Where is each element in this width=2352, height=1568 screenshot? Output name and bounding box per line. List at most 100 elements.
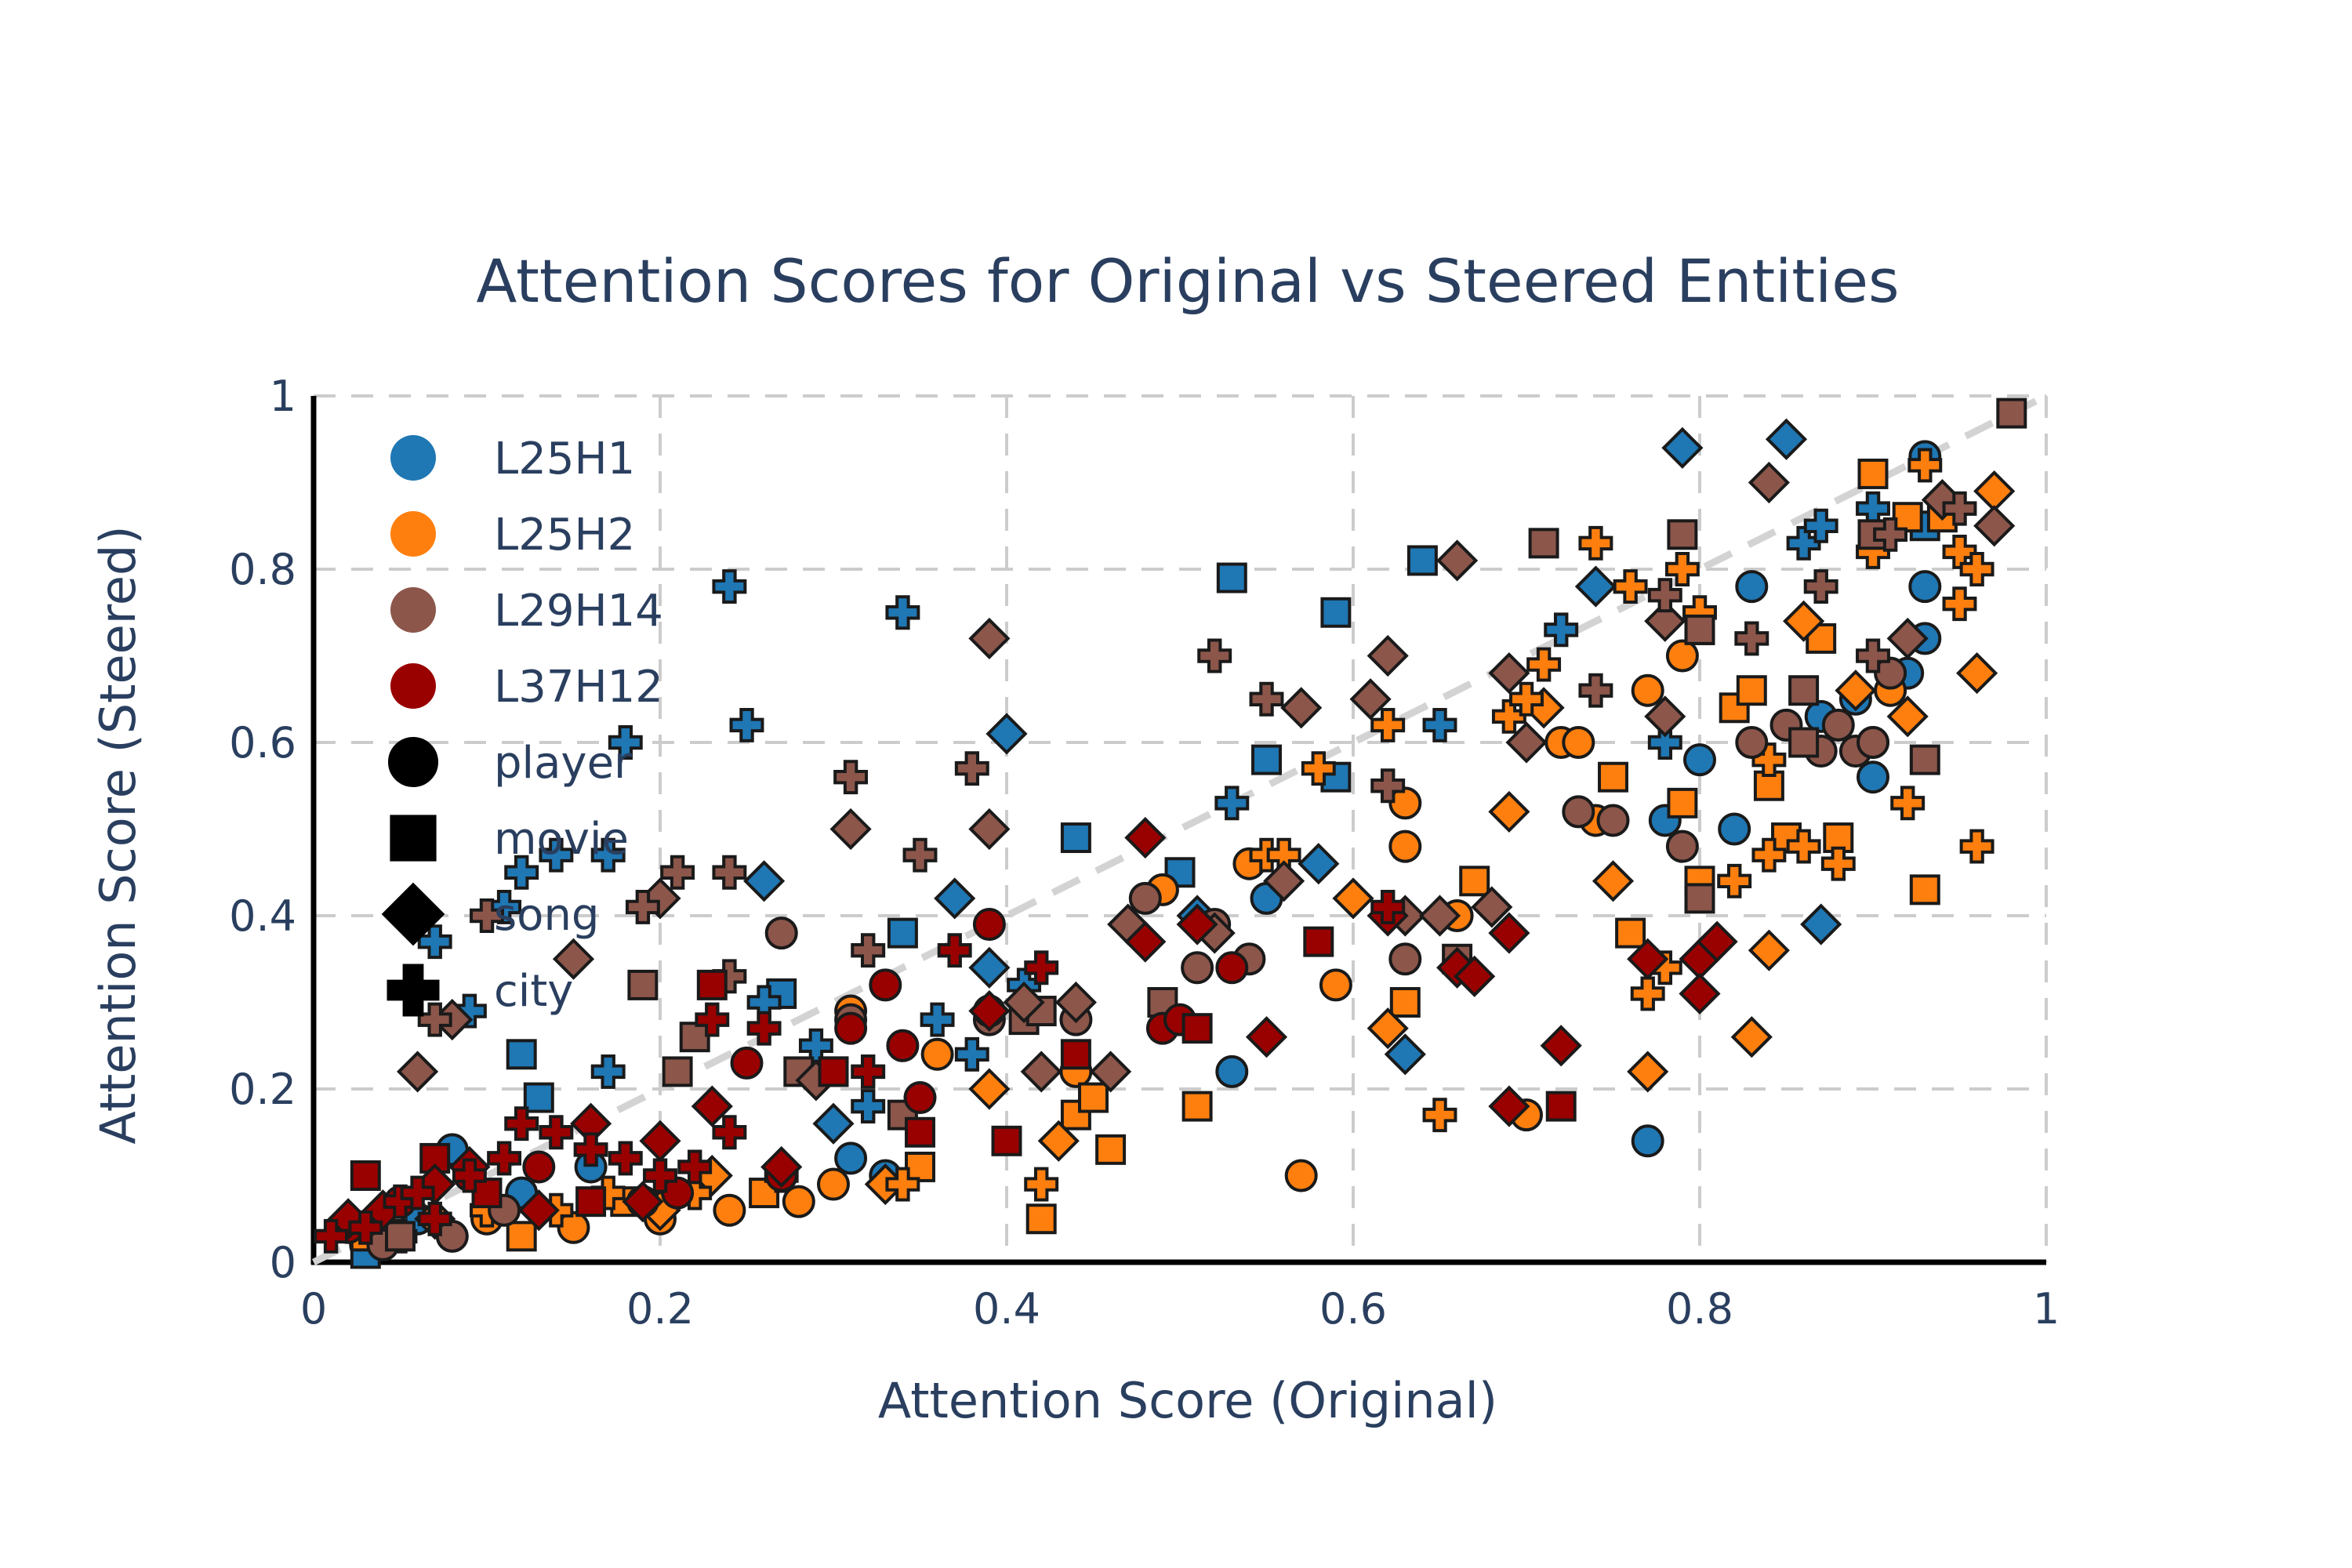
data-point-l37h12-movie <box>575 1186 607 1218</box>
data-point-l25h2-movie <box>506 1221 537 1252</box>
data-point-l25h2-city <box>1786 829 1821 864</box>
data-point-l25h1-city <box>851 1089 886 1124</box>
data-point-l25h1-city <box>1422 707 1457 742</box>
reference-diagonal-line <box>311 392 2049 1266</box>
data-point-l25h2-movie <box>1459 866 1490 897</box>
data-point-l29h14-movie <box>1528 528 1559 559</box>
data-point-l37h12-song <box>1679 972 1721 1015</box>
legend-item-city[interactable]: city <box>387 964 574 1018</box>
data-point-l29h14-song <box>1020 1051 1062 1093</box>
data-point-l37h12-song <box>1488 912 1530 954</box>
data-point-l29h14-city <box>1734 621 1769 656</box>
data-point-l29h14-movie <box>679 1022 710 1053</box>
data-point-l37h12-song <box>1245 1016 1288 1058</box>
chart-title: Attention Scores for Original vs Steered… <box>476 246 1899 316</box>
legend-item-l37h12[interactable]: L37H12 <box>390 662 663 713</box>
data-point-l29h14-movie <box>662 1056 693 1087</box>
data-point-l25h2-movie <box>1909 874 1940 906</box>
data-point-l25h2-player <box>1319 968 1352 1002</box>
data-point-l25h2-player <box>817 1167 850 1201</box>
x-tick-label: 0.8 <box>1666 1284 1733 1334</box>
data-point-l25h2-song <box>1835 670 1877 712</box>
axes <box>310 396 2046 1265</box>
data-point-l25h2-city <box>1422 1098 1457 1133</box>
data-point-l25h2-movie <box>1181 1091 1213 1122</box>
x-axis-title: Attention Score (Original) <box>878 1372 1497 1429</box>
data-point-l29h14-player <box>1665 829 1699 863</box>
data-point-l25h2-player <box>1562 726 1595 759</box>
data-point-l25h1-movie <box>1406 545 1438 576</box>
data-point-l25h2-city <box>1942 586 1977 622</box>
data-point-l25h2-song <box>1367 1007 1409 1050</box>
data-point-l25h2-song <box>1886 695 1929 738</box>
data-point-l29h14-city <box>851 933 886 968</box>
data-point-l25h1-city <box>954 1036 989 1072</box>
legend-label: movie <box>494 814 629 865</box>
data-point-l25h2-city <box>1509 681 1544 717</box>
data-point-l37h12-city <box>643 1158 677 1193</box>
data-point-l25h1-song <box>1800 903 1842 946</box>
data-point-l37h12-movie <box>1545 1091 1577 1122</box>
data-point-l29h14-player <box>435 1219 469 1253</box>
tick-labels: 0 0.2 0.4 0.6 0.8 1 0 0.2 0.4 0.6 0.8 1 <box>229 372 2060 1334</box>
data-point-l25h1-city <box>590 1054 626 1089</box>
data-point-l25h2-song <box>1730 1016 1773 1058</box>
data-point-l37h12-player <box>869 968 902 1002</box>
data-point-l29h14-movie <box>1788 727 1820 758</box>
data-point-l25h2-city <box>1820 846 1856 881</box>
data-point-l37h12-song <box>760 1145 803 1189</box>
data-point-l25h2-player <box>557 1210 590 1244</box>
legend-label: L25H1 <box>494 434 635 485</box>
data-point-l29h14-city <box>1856 638 1890 673</box>
x-tick-label: 0 <box>300 1284 327 1334</box>
data-point-l25h2-movie <box>905 1151 935 1182</box>
legend-item-l25h2[interactable]: L25H2 <box>390 510 635 561</box>
legend-item-player[interactable]: player <box>388 737 633 789</box>
data-point-l25h2-song <box>1748 929 1790 971</box>
data-point-l25h2-song <box>1973 470 2016 513</box>
legend-item-l29h14[interactable]: L29H14 <box>390 586 663 637</box>
data-point-l25h1-song <box>1384 1033 1426 1076</box>
data-point-l25h1-player <box>1215 1054 1249 1088</box>
legend-item-movie[interactable]: movie <box>390 814 629 865</box>
data-point-l29h14-city <box>954 751 989 786</box>
data-point-l25h1-city <box>729 707 764 742</box>
data-point-l37h12-song <box>1627 938 1669 980</box>
data-point-l29h14-city <box>470 898 504 933</box>
data-point-l37h12-song <box>517 1189 560 1232</box>
data-point-l37h12-song <box>1176 903 1218 946</box>
legend-marker-cross <box>387 964 440 1017</box>
data-point-l29h14-player <box>1596 804 1630 837</box>
data-point-l37h12-movie <box>471 1178 503 1209</box>
data-point-l25h1-song <box>1298 843 1340 885</box>
data-point-l29h14-song <box>1349 678 1392 720</box>
legend-label: song <box>494 890 599 941</box>
data-point-l37h12-player <box>903 1081 937 1115</box>
data-point-l37h12-city <box>1370 890 1406 924</box>
legend-label: player <box>494 738 633 789</box>
legend-item-l25h1[interactable]: L25H1 <box>390 434 635 485</box>
data-point-l29h14-city <box>902 837 938 873</box>
data-points <box>314 397 2027 1269</box>
data-point-l25h2-movie <box>1736 675 1767 706</box>
data-point-l25h2-city <box>1526 647 1562 682</box>
legend-item-song[interactable]: song <box>381 882 600 946</box>
y-tick-label: 0.8 <box>229 545 296 594</box>
data-point-l37h12-city <box>712 1115 747 1150</box>
data-point-l25h1-movie <box>523 1082 554 1113</box>
data-point-l25h2-song <box>1956 652 1998 695</box>
data-point-l37h12-player <box>730 1046 764 1080</box>
data-point-l29h14-song <box>1054 981 1097 1024</box>
data-point-l25h2-song <box>1332 877 1374 920</box>
data-point-l37h12-player <box>661 1176 695 1210</box>
data-point-l25h1-movie <box>1251 744 1282 775</box>
data-point-l29h14-city <box>1197 638 1232 673</box>
data-point-l25h2-city <box>1959 552 1994 586</box>
data-point-l29h14-movie <box>1996 397 2027 429</box>
data-point-l25h2-movie <box>1615 917 1646 949</box>
data-point-l29h14-song <box>1886 617 1929 659</box>
data-point-l37h12-city <box>695 1002 730 1037</box>
legend[interactable]: L25H1 L25H2 L29H14 L37H12 player movie song cit… <box>381 434 663 1018</box>
data-point-l25h2-movie <box>1892 502 1923 533</box>
data-point-l37h12-city <box>937 933 972 968</box>
